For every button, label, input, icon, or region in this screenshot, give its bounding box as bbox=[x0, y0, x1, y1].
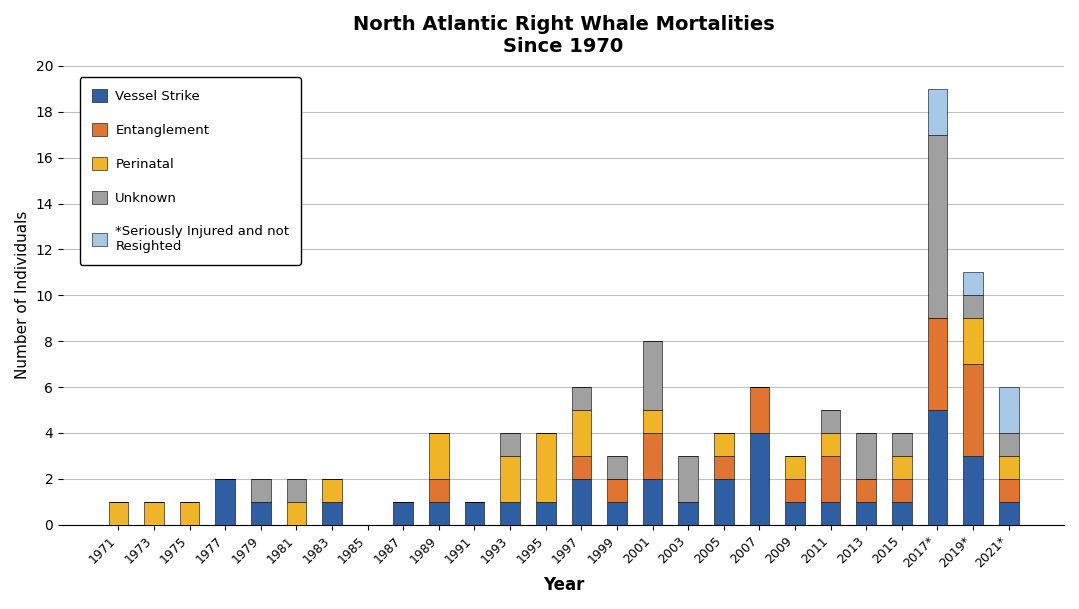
Bar bbox=[786, 456, 805, 479]
Y-axis label: Number of Individuals: Number of Individuals bbox=[15, 211, 30, 379]
Bar bbox=[928, 410, 947, 525]
Bar bbox=[643, 410, 663, 433]
Bar bbox=[821, 410, 841, 433]
Bar bbox=[928, 319, 947, 410]
Bar bbox=[892, 502, 912, 525]
Bar bbox=[999, 433, 1019, 456]
Bar bbox=[714, 479, 734, 525]
Bar bbox=[429, 502, 449, 525]
Bar bbox=[501, 502, 520, 525]
Bar bbox=[323, 502, 342, 525]
Bar bbox=[857, 502, 876, 525]
Bar bbox=[643, 479, 663, 525]
Bar bbox=[999, 387, 1019, 433]
Bar bbox=[821, 502, 841, 525]
Bar bbox=[572, 410, 591, 456]
Bar bbox=[109, 502, 128, 525]
Bar bbox=[536, 502, 556, 525]
Bar bbox=[287, 479, 306, 502]
Bar bbox=[999, 456, 1019, 479]
Bar bbox=[892, 479, 912, 502]
Bar bbox=[216, 479, 235, 525]
Bar bbox=[964, 456, 983, 525]
Bar bbox=[999, 479, 1019, 502]
Bar bbox=[607, 456, 627, 479]
Bar bbox=[251, 479, 271, 502]
Bar bbox=[928, 89, 947, 135]
Bar bbox=[714, 433, 734, 456]
Bar bbox=[501, 433, 520, 456]
Bar bbox=[501, 456, 520, 502]
Bar bbox=[714, 456, 734, 479]
Bar bbox=[323, 479, 342, 502]
Bar bbox=[786, 502, 805, 525]
Bar bbox=[180, 502, 200, 525]
Bar bbox=[857, 479, 876, 502]
Bar bbox=[145, 502, 164, 525]
Bar bbox=[964, 272, 983, 295]
Bar bbox=[964, 319, 983, 364]
Bar bbox=[786, 479, 805, 502]
Bar bbox=[287, 502, 306, 525]
Bar bbox=[679, 456, 698, 502]
Bar bbox=[429, 433, 449, 479]
Bar bbox=[607, 502, 627, 525]
Bar bbox=[750, 433, 769, 525]
Bar bbox=[465, 502, 484, 525]
Bar bbox=[821, 456, 841, 502]
Bar bbox=[964, 295, 983, 319]
Bar bbox=[999, 502, 1019, 525]
Bar bbox=[572, 479, 591, 525]
Bar bbox=[964, 364, 983, 456]
Title: North Atlantic Right Whale Mortalities
Since 1970: North Atlantic Right Whale Mortalities S… bbox=[353, 15, 775, 56]
Bar bbox=[928, 135, 947, 319]
Bar bbox=[572, 456, 591, 479]
Bar bbox=[251, 502, 271, 525]
X-axis label: Year: Year bbox=[543, 576, 584, 594]
Bar bbox=[643, 433, 663, 479]
Bar bbox=[572, 387, 591, 410]
Bar bbox=[607, 479, 627, 502]
Bar bbox=[643, 341, 663, 410]
Bar bbox=[892, 433, 912, 456]
Bar bbox=[750, 387, 769, 433]
Bar bbox=[679, 502, 698, 525]
Bar bbox=[892, 456, 912, 479]
Bar bbox=[857, 433, 876, 479]
Bar bbox=[821, 433, 841, 456]
Bar bbox=[536, 433, 556, 502]
Legend: Vessel Strike, Entanglement, Perinatal, Unknown, *Seriously Injured and not
Resi: Vessel Strike, Entanglement, Perinatal, … bbox=[80, 77, 301, 265]
Bar bbox=[429, 479, 449, 502]
Bar bbox=[394, 502, 413, 525]
